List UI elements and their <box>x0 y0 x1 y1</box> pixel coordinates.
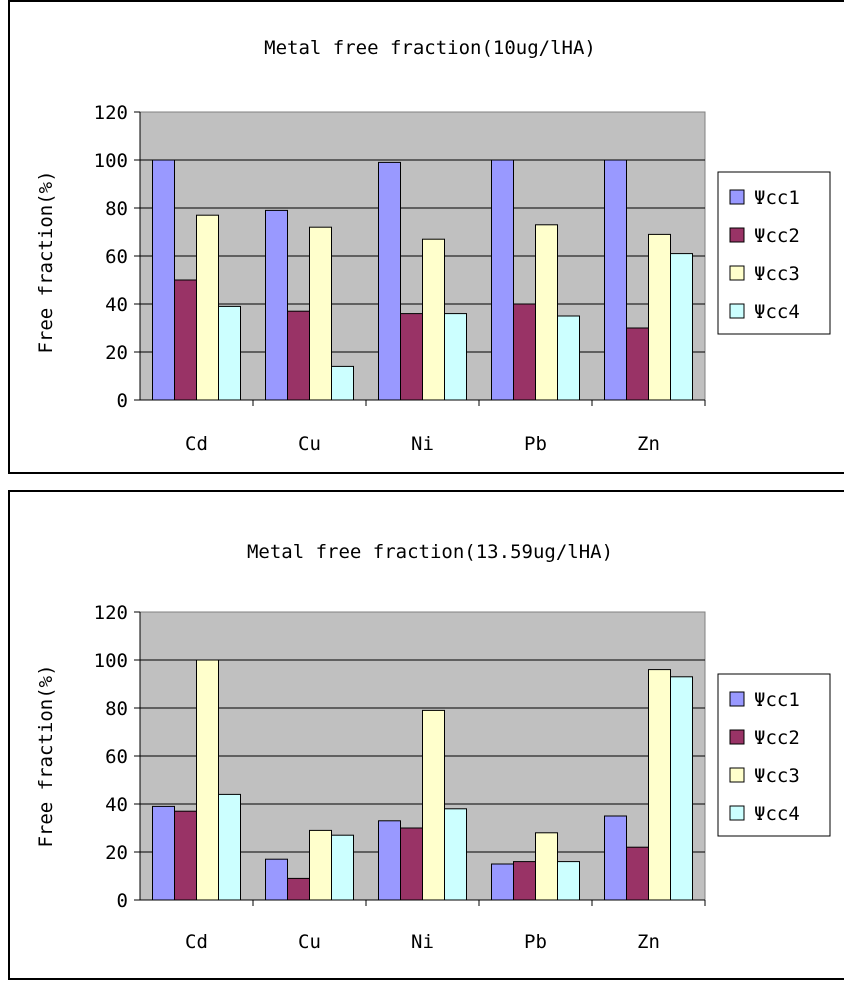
bar-ni-series-2 <box>400 313 423 401</box>
legend-label: Ψcc1 <box>754 689 800 711</box>
bar-cd-series-4 <box>218 305 241 401</box>
y-tick-label: 80 <box>105 198 128 220</box>
x-tick-label: Cd <box>185 433 208 455</box>
y-tick-label: 100 <box>94 150 128 172</box>
bar-cu-series-2 <box>287 310 310 401</box>
y-tick-label: 120 <box>94 602 128 624</box>
bar-ni-series-4 <box>444 808 467 901</box>
bar-cu-series-1 <box>265 209 288 401</box>
bar-ni-series-3 <box>422 238 445 401</box>
y-tick-label: 100 <box>94 650 128 672</box>
chart-title: Metal free fraction(10ug/lHA) <box>264 37 596 59</box>
legend-label: Ψcc4 <box>754 803 800 825</box>
legend-label: Ψcc1 <box>754 187 800 209</box>
legend-label: Ψcc3 <box>754 263 800 285</box>
y-tick-label: 120 <box>94 102 128 124</box>
legend-label: Ψcc4 <box>754 301 800 323</box>
x-tick-label: Pb <box>524 931 547 953</box>
bar-cd-series-3 <box>196 214 219 401</box>
bar-cd-series-3 <box>196 659 219 901</box>
bar-pb-series-3 <box>535 832 558 901</box>
bar-zn-series-2 <box>626 846 649 901</box>
legend-swatch <box>729 189 745 205</box>
legend-swatch <box>729 303 745 319</box>
bar-cd-series-1 <box>152 159 175 401</box>
bar-zn-series-3 <box>648 233 671 401</box>
bar-cd-series-2 <box>174 279 197 401</box>
bar-zn-series-4 <box>670 676 693 901</box>
legend-swatch <box>729 265 745 281</box>
chart-title: Metal free fraction(13.59ug/lHA) <box>247 541 613 563</box>
bar-ni-series-2 <box>400 827 423 901</box>
y-axis-label: Free fraction(%) <box>35 664 57 847</box>
chart-1-svg: Metal free fraction(10ug/lHA) Free fract… <box>35 37 831 455</box>
x-tick-label: Pb <box>524 433 547 455</box>
bar-cu-series-1 <box>265 858 288 901</box>
legend-swatch <box>729 767 745 783</box>
x-tick-label: Cd <box>185 931 208 953</box>
bar-cd-series-1 <box>152 805 175 901</box>
chart-2-svg: Metal free fraction(13.59ug/lHA) Free fr… <box>35 541 831 953</box>
y-axis-label: Free fraction(%) <box>35 170 57 353</box>
bar-ni-series-1 <box>378 820 401 901</box>
bar-cu-series-3 <box>309 226 332 401</box>
legend-swatch <box>729 729 745 745</box>
y-tick-label: 20 <box>105 842 128 864</box>
x-tick-label: Ni <box>411 433 434 455</box>
bar-pb-series-1 <box>491 863 514 901</box>
bar-cu-series-3 <box>309 829 332 901</box>
bar-cu-series-4 <box>331 834 354 901</box>
bar-zn-series-2 <box>626 327 649 401</box>
y-tick-label: 0 <box>117 890 128 912</box>
x-tick-label: Cu <box>298 931 321 953</box>
bar-pb-series-4 <box>557 861 580 901</box>
bar-zn-series-4 <box>670 253 693 401</box>
legend-swatch <box>729 805 745 821</box>
bar-ni-series-4 <box>444 313 467 401</box>
bar-pb-series-3 <box>535 224 558 401</box>
legend-label: Ψcc2 <box>754 225 800 247</box>
chart-2: Metal free fraction(13.59ug/lHA) Free fr… <box>8 490 844 980</box>
y-tick-label: 80 <box>105 698 128 720</box>
bar-ni-series-1 <box>378 161 401 401</box>
y-tick-label: 60 <box>105 746 128 768</box>
x-tick-label: Ni <box>411 931 434 953</box>
y-tick-label: 0 <box>117 390 128 412</box>
bar-cu-series-2 <box>287 877 310 901</box>
chart-1: Metal free fraction(10ug/lHA) Free fract… <box>8 0 844 474</box>
legend-label: Ψcc3 <box>754 765 800 787</box>
y-tick-label: 40 <box>105 794 128 816</box>
bar-pb-series-2 <box>513 861 536 901</box>
x-tick-label: Zn <box>637 433 660 455</box>
x-tick-label: Cu <box>298 433 321 455</box>
x-tick-label: Zn <box>637 931 660 953</box>
bar-zn-series-1 <box>604 159 627 401</box>
bar-zn-series-1 <box>604 815 627 901</box>
bar-pb-series-2 <box>513 303 536 401</box>
bar-pb-series-1 <box>491 159 514 401</box>
legend-swatch <box>729 227 745 243</box>
bar-cd-series-4 <box>218 793 241 901</box>
legend-swatch <box>729 691 745 707</box>
bar-pb-series-4 <box>557 315 580 401</box>
y-tick-label: 60 <box>105 246 128 268</box>
bar-cd-series-2 <box>174 810 197 901</box>
y-tick-label: 40 <box>105 294 128 316</box>
bar-ni-series-3 <box>422 709 445 901</box>
legend-label: Ψcc2 <box>754 727 800 749</box>
bar-cu-series-4 <box>331 365 354 401</box>
bar-zn-series-3 <box>648 669 671 901</box>
y-tick-label: 20 <box>105 342 128 364</box>
